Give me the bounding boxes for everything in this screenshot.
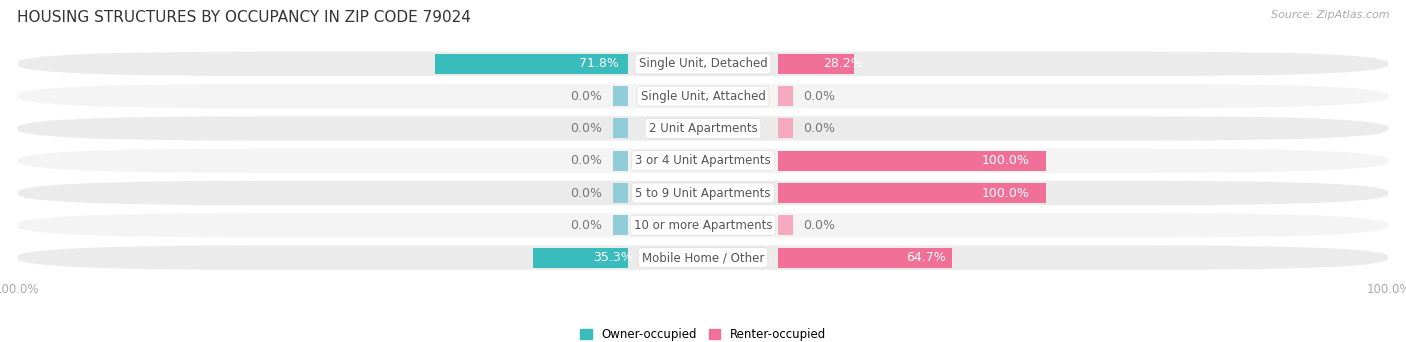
- Bar: [779, 54, 793, 74]
- Text: Single Unit, Detached: Single Unit, Detached: [638, 57, 768, 70]
- Text: 0.0%: 0.0%: [571, 122, 603, 135]
- Bar: [779, 151, 1046, 171]
- Bar: [436, 54, 627, 74]
- Bar: [613, 248, 627, 268]
- Text: 64.7%: 64.7%: [905, 251, 945, 264]
- Bar: [613, 86, 627, 106]
- FancyBboxPatch shape: [17, 180, 1389, 206]
- Bar: [779, 215, 793, 235]
- Text: 0.0%: 0.0%: [803, 90, 835, 103]
- FancyBboxPatch shape: [17, 51, 1389, 77]
- Bar: [779, 86, 793, 106]
- Text: 0.0%: 0.0%: [571, 154, 603, 167]
- Text: Single Unit, Attached: Single Unit, Attached: [641, 90, 765, 103]
- Text: 100.0%: 100.0%: [981, 154, 1029, 167]
- Text: Source: ZipAtlas.com: Source: ZipAtlas.com: [1271, 10, 1389, 20]
- Text: 3 or 4 Unit Apartments: 3 or 4 Unit Apartments: [636, 154, 770, 167]
- Text: 0.0%: 0.0%: [803, 122, 835, 135]
- FancyBboxPatch shape: [17, 83, 1389, 109]
- Text: 0.0%: 0.0%: [803, 219, 835, 232]
- Bar: [779, 118, 793, 139]
- FancyBboxPatch shape: [17, 115, 1389, 142]
- Text: 35.3%: 35.3%: [593, 251, 633, 264]
- Text: 10 or more Apartments: 10 or more Apartments: [634, 219, 772, 232]
- Text: 0.0%: 0.0%: [571, 219, 603, 232]
- Bar: [779, 183, 1046, 203]
- Bar: [613, 118, 627, 139]
- FancyBboxPatch shape: [17, 147, 1389, 174]
- Bar: [779, 183, 793, 203]
- Text: 100.0%: 100.0%: [981, 186, 1029, 199]
- Bar: [779, 248, 793, 268]
- Text: 71.8%: 71.8%: [579, 57, 619, 70]
- Bar: [779, 248, 952, 268]
- Text: Mobile Home / Other: Mobile Home / Other: [641, 251, 765, 264]
- Text: HOUSING STRUCTURES BY OCCUPANCY IN ZIP CODE 79024: HOUSING STRUCTURES BY OCCUPANCY IN ZIP C…: [17, 10, 471, 25]
- Text: 2 Unit Apartments: 2 Unit Apartments: [648, 122, 758, 135]
- Text: 28.2%: 28.2%: [823, 57, 862, 70]
- Text: 0.0%: 0.0%: [571, 186, 603, 199]
- Bar: [613, 54, 627, 74]
- Bar: [613, 151, 627, 171]
- FancyBboxPatch shape: [17, 212, 1389, 239]
- Bar: [779, 151, 793, 171]
- Bar: [613, 215, 627, 235]
- Bar: [533, 248, 627, 268]
- FancyBboxPatch shape: [17, 245, 1389, 271]
- Bar: [779, 54, 853, 74]
- Text: 5 to 9 Unit Apartments: 5 to 9 Unit Apartments: [636, 186, 770, 199]
- Legend: Owner-occupied, Renter-occupied: Owner-occupied, Renter-occupied: [575, 323, 831, 342]
- Text: 0.0%: 0.0%: [571, 90, 603, 103]
- Bar: [613, 183, 627, 203]
